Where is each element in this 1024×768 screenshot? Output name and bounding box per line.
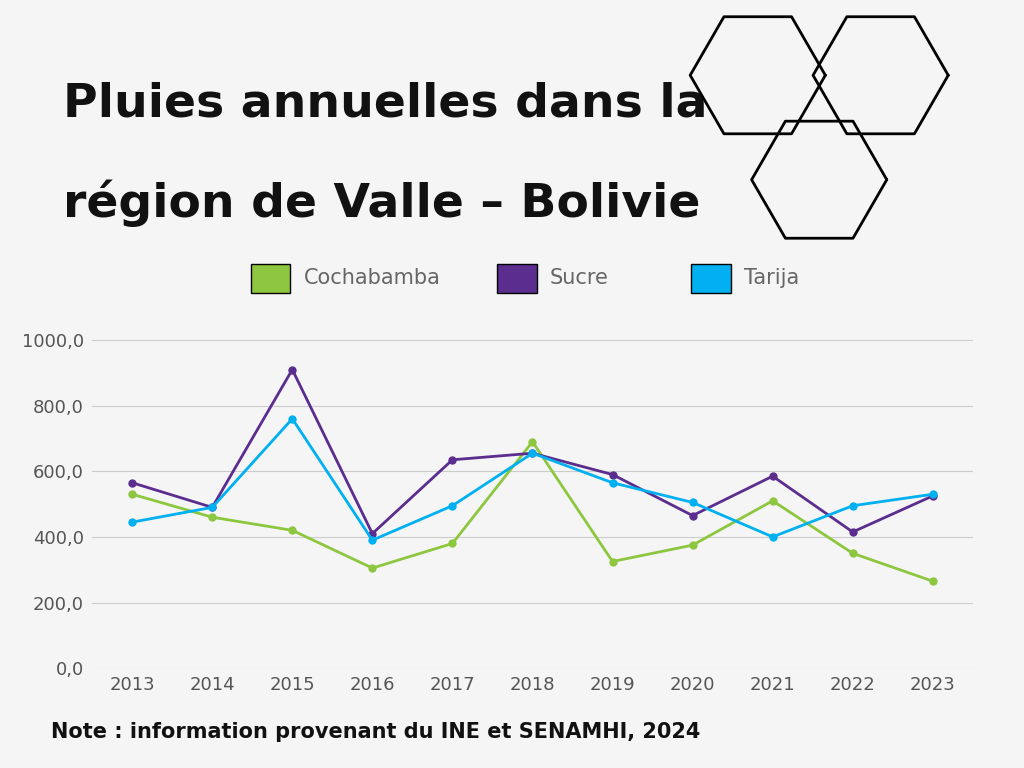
Cochabamba bbox=[686, 541, 698, 550]
Tarija bbox=[927, 490, 939, 499]
FancyBboxPatch shape bbox=[498, 263, 537, 293]
Cochabamba bbox=[526, 437, 539, 446]
Text: Note : information provenant du INE et SENAMHI, 2024: Note : information provenant du INE et S… bbox=[51, 721, 700, 742]
Sucre bbox=[446, 455, 459, 465]
FancyBboxPatch shape bbox=[691, 263, 731, 293]
Cochabamba bbox=[206, 512, 218, 521]
Text: Tarija: Tarija bbox=[743, 268, 799, 289]
Cochabamba bbox=[927, 577, 939, 586]
Sucre bbox=[206, 503, 218, 512]
Tarija bbox=[767, 532, 779, 541]
Line: Tarija: Tarija bbox=[129, 415, 936, 544]
Tarija bbox=[606, 478, 618, 488]
Cochabamba bbox=[286, 526, 298, 535]
Sucre bbox=[686, 511, 698, 520]
Text: Sucre: Sucre bbox=[550, 268, 609, 289]
Tarija bbox=[206, 503, 218, 512]
FancyBboxPatch shape bbox=[251, 263, 291, 293]
Sucre bbox=[286, 365, 298, 374]
Sucre bbox=[927, 492, 939, 501]
Cochabamba bbox=[126, 490, 138, 499]
Cochabamba bbox=[767, 496, 779, 505]
Sucre bbox=[847, 528, 859, 537]
Sucre bbox=[606, 470, 618, 479]
Tarija bbox=[526, 449, 539, 458]
Cochabamba bbox=[606, 557, 618, 566]
Text: Pluies annuelles dans la: Pluies annuelles dans la bbox=[63, 81, 708, 126]
Sucre bbox=[367, 529, 379, 538]
Line: Cochabamba: Cochabamba bbox=[129, 439, 936, 584]
Tarija bbox=[686, 498, 698, 507]
Cochabamba bbox=[367, 564, 379, 573]
Cochabamba bbox=[847, 548, 859, 558]
Sucre bbox=[126, 478, 138, 488]
Text: région de Valle – Bolivie: région de Valle – Bolivie bbox=[63, 179, 700, 227]
Sucre bbox=[767, 472, 779, 481]
Tarija bbox=[446, 502, 459, 511]
Tarija bbox=[847, 502, 859, 511]
Tarija bbox=[367, 535, 379, 545]
Line: Sucre: Sucre bbox=[129, 366, 936, 537]
Text: Cochabamba: Cochabamba bbox=[303, 268, 440, 289]
Tarija bbox=[126, 518, 138, 527]
Tarija bbox=[286, 414, 298, 423]
Sucre bbox=[526, 449, 539, 458]
Cochabamba bbox=[446, 539, 459, 548]
